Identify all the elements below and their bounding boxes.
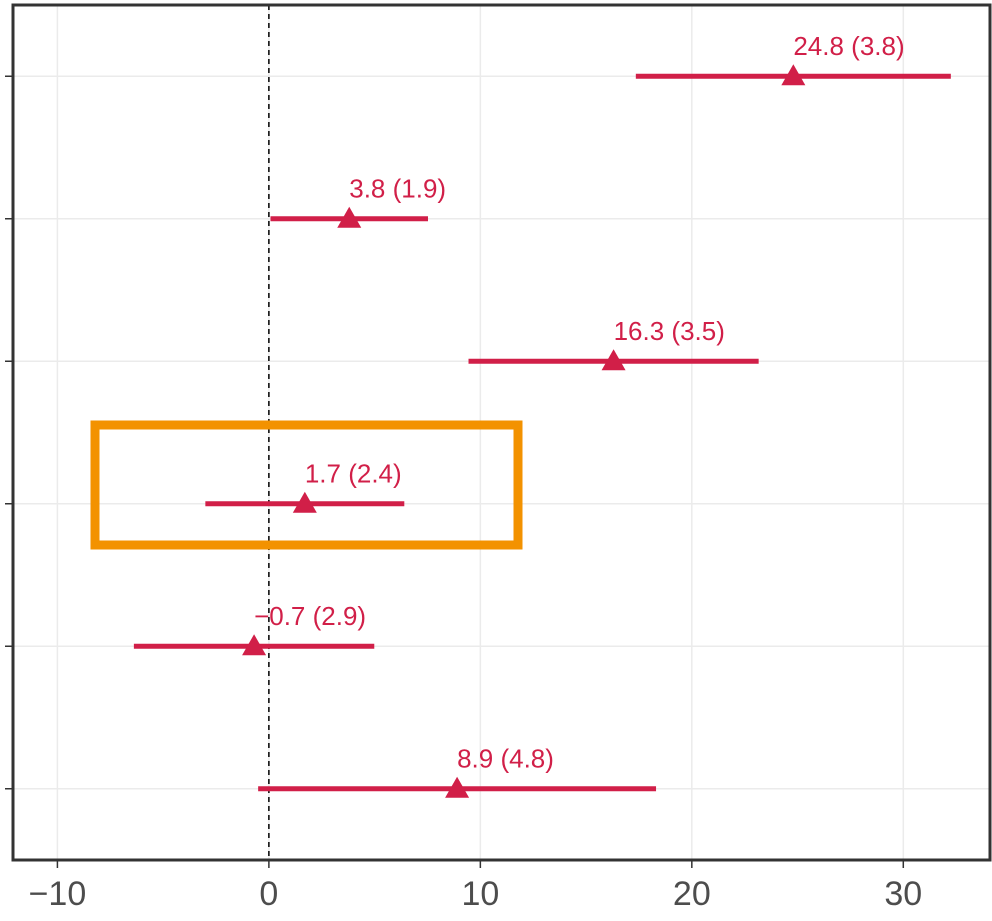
x-tick-label: 0 <box>259 875 278 913</box>
point-marker <box>445 776 470 798</box>
value-label: 16.3 (3.5) <box>614 316 725 346</box>
point-marker <box>292 491 317 513</box>
x-tick-label: 20 <box>673 875 711 913</box>
plot-border <box>11 3 992 862</box>
value-label: 3.8 (1.9) <box>349 174 446 204</box>
value-label: 24.8 (3.8) <box>793 31 904 61</box>
point-marker <box>601 349 626 371</box>
point-marker <box>337 206 362 228</box>
point-marker <box>781 64 806 86</box>
value-label: −0.7 (2.9) <box>254 601 366 631</box>
x-tick-label: −10 <box>29 875 87 913</box>
x-tick-label: 30 <box>884 875 922 913</box>
x-tick-label: 10 <box>461 875 499 913</box>
highlight-box <box>90 420 523 550</box>
point-marker <box>242 634 267 656</box>
value-label: 1.7 (2.4) <box>305 459 402 489</box>
value-label: 8.9 (4.8) <box>457 744 554 774</box>
